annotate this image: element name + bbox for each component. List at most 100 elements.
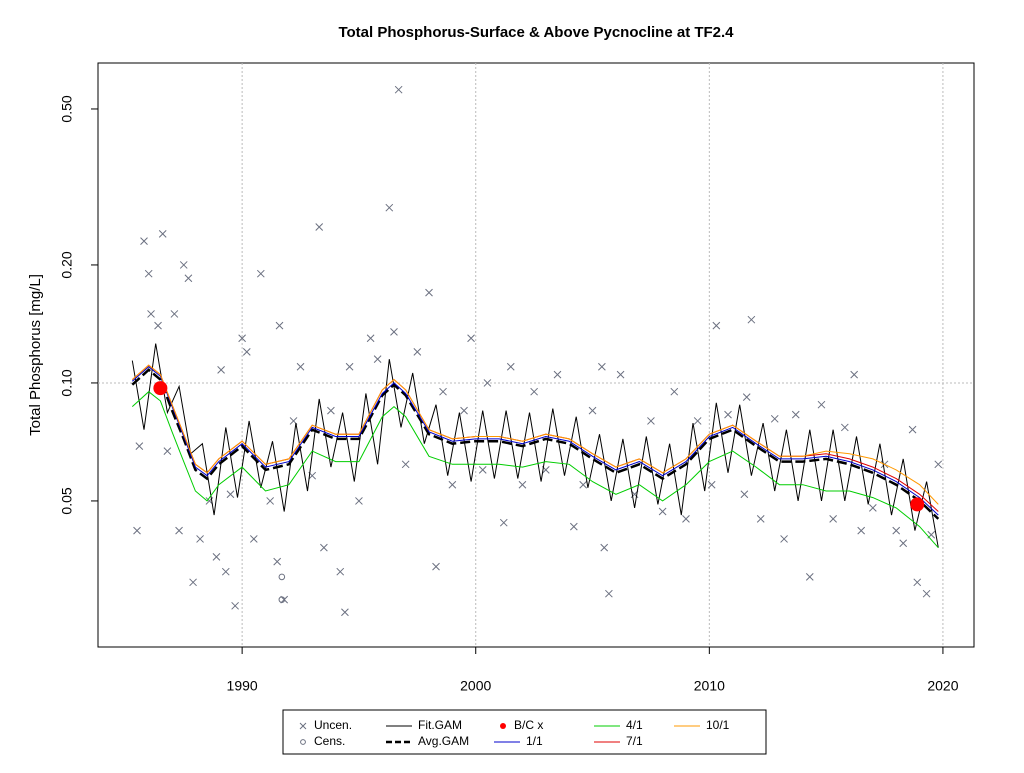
point [747, 315, 756, 324]
point [530, 387, 538, 396]
point [179, 261, 188, 269]
point [432, 562, 440, 571]
legend-item: Uncen. [299, 718, 352, 732]
series-line [131, 364, 939, 512]
y-tick-label: 0.20 [59, 251, 75, 278]
point [478, 466, 487, 474]
point [266, 497, 275, 505]
legend-item: B/C x [500, 718, 543, 732]
point [460, 406, 468, 415]
legend-label: 7/1 [626, 734, 643, 748]
point [483, 379, 492, 387]
point [299, 722, 307, 730]
point [518, 480, 527, 489]
point [840, 423, 849, 432]
point [249, 535, 258, 543]
legend-label: Fit.GAM [418, 718, 462, 732]
point [170, 310, 179, 318]
series-line [131, 366, 939, 516]
point [910, 497, 925, 512]
point [740, 490, 749, 499]
point [315, 223, 324, 231]
point [238, 334, 246, 343]
point [390, 328, 398, 336]
point [273, 557, 282, 566]
point [791, 410, 800, 419]
legend-item: 4/1 [594, 718, 643, 732]
legend-box [282, 709, 767, 755]
point [682, 515, 690, 523]
point [499, 518, 508, 527]
point [366, 334, 375, 343]
point [355, 497, 363, 505]
point [908, 425, 917, 434]
legend: Uncen. Cens. Fit.GAM Avg.GAM B/C x 1/1 4/1 7/1 1… [299, 718, 730, 748]
y-tick-label: 0.10 [59, 369, 75, 396]
point [327, 406, 335, 415]
point [588, 406, 597, 415]
legend-item: 1/1 [494, 734, 543, 748]
series-line [131, 368, 940, 520]
point [275, 321, 284, 330]
point [934, 460, 943, 469]
point [829, 515, 837, 523]
point [163, 447, 172, 455]
legend-item: Avg.GAM [386, 734, 469, 748]
point [913, 578, 922, 587]
point [467, 334, 475, 343]
point [850, 370, 859, 379]
point [892, 526, 901, 535]
legend-item: 7/1 [594, 734, 643, 748]
legend-label: 4/1 [626, 718, 643, 732]
point [605, 589, 613, 598]
point [756, 515, 765, 523]
point [144, 269, 153, 278]
point [693, 417, 702, 425]
legend-label: 1/1 [526, 734, 543, 748]
legend-label: Avg.GAM [418, 734, 469, 748]
point [899, 539, 908, 548]
point [707, 480, 716, 489]
series-line [131, 391, 939, 549]
legend-item: 10/1 [674, 718, 730, 732]
point [394, 85, 403, 94]
point [226, 490, 235, 499]
point [579, 480, 588, 489]
point [154, 321, 162, 330]
point [135, 442, 144, 450]
legend-label: Uncen. [314, 718, 352, 732]
point [256, 269, 265, 278]
point [196, 535, 204, 543]
series-line [131, 364, 939, 505]
point [425, 288, 433, 297]
point [780, 535, 788, 543]
point [153, 381, 168, 396]
point [553, 370, 562, 379]
point [600, 543, 609, 552]
point [296, 362, 305, 371]
legend-label: 10/1 [706, 718, 730, 732]
point [770, 414, 779, 423]
point [140, 237, 148, 246]
point [158, 230, 167, 238]
point [569, 522, 578, 531]
point [598, 362, 606, 371]
point [320, 543, 328, 552]
y-tick-label: 0.50 [59, 95, 75, 122]
point [341, 608, 349, 617]
point [278, 596, 286, 603]
point [221, 567, 230, 576]
series-line [131, 343, 939, 548]
legend-label: Cens. [314, 734, 345, 748]
point [616, 370, 625, 379]
point [147, 310, 155, 318]
point [401, 460, 410, 469]
point [817, 400, 826, 409]
x-tick-label: 2000 [460, 678, 491, 694]
point [712, 321, 721, 330]
point [857, 526, 866, 535]
x-tick-label: 1990 [227, 678, 258, 694]
point [868, 504, 877, 512]
y-tick-label: 0.05 [59, 487, 75, 514]
